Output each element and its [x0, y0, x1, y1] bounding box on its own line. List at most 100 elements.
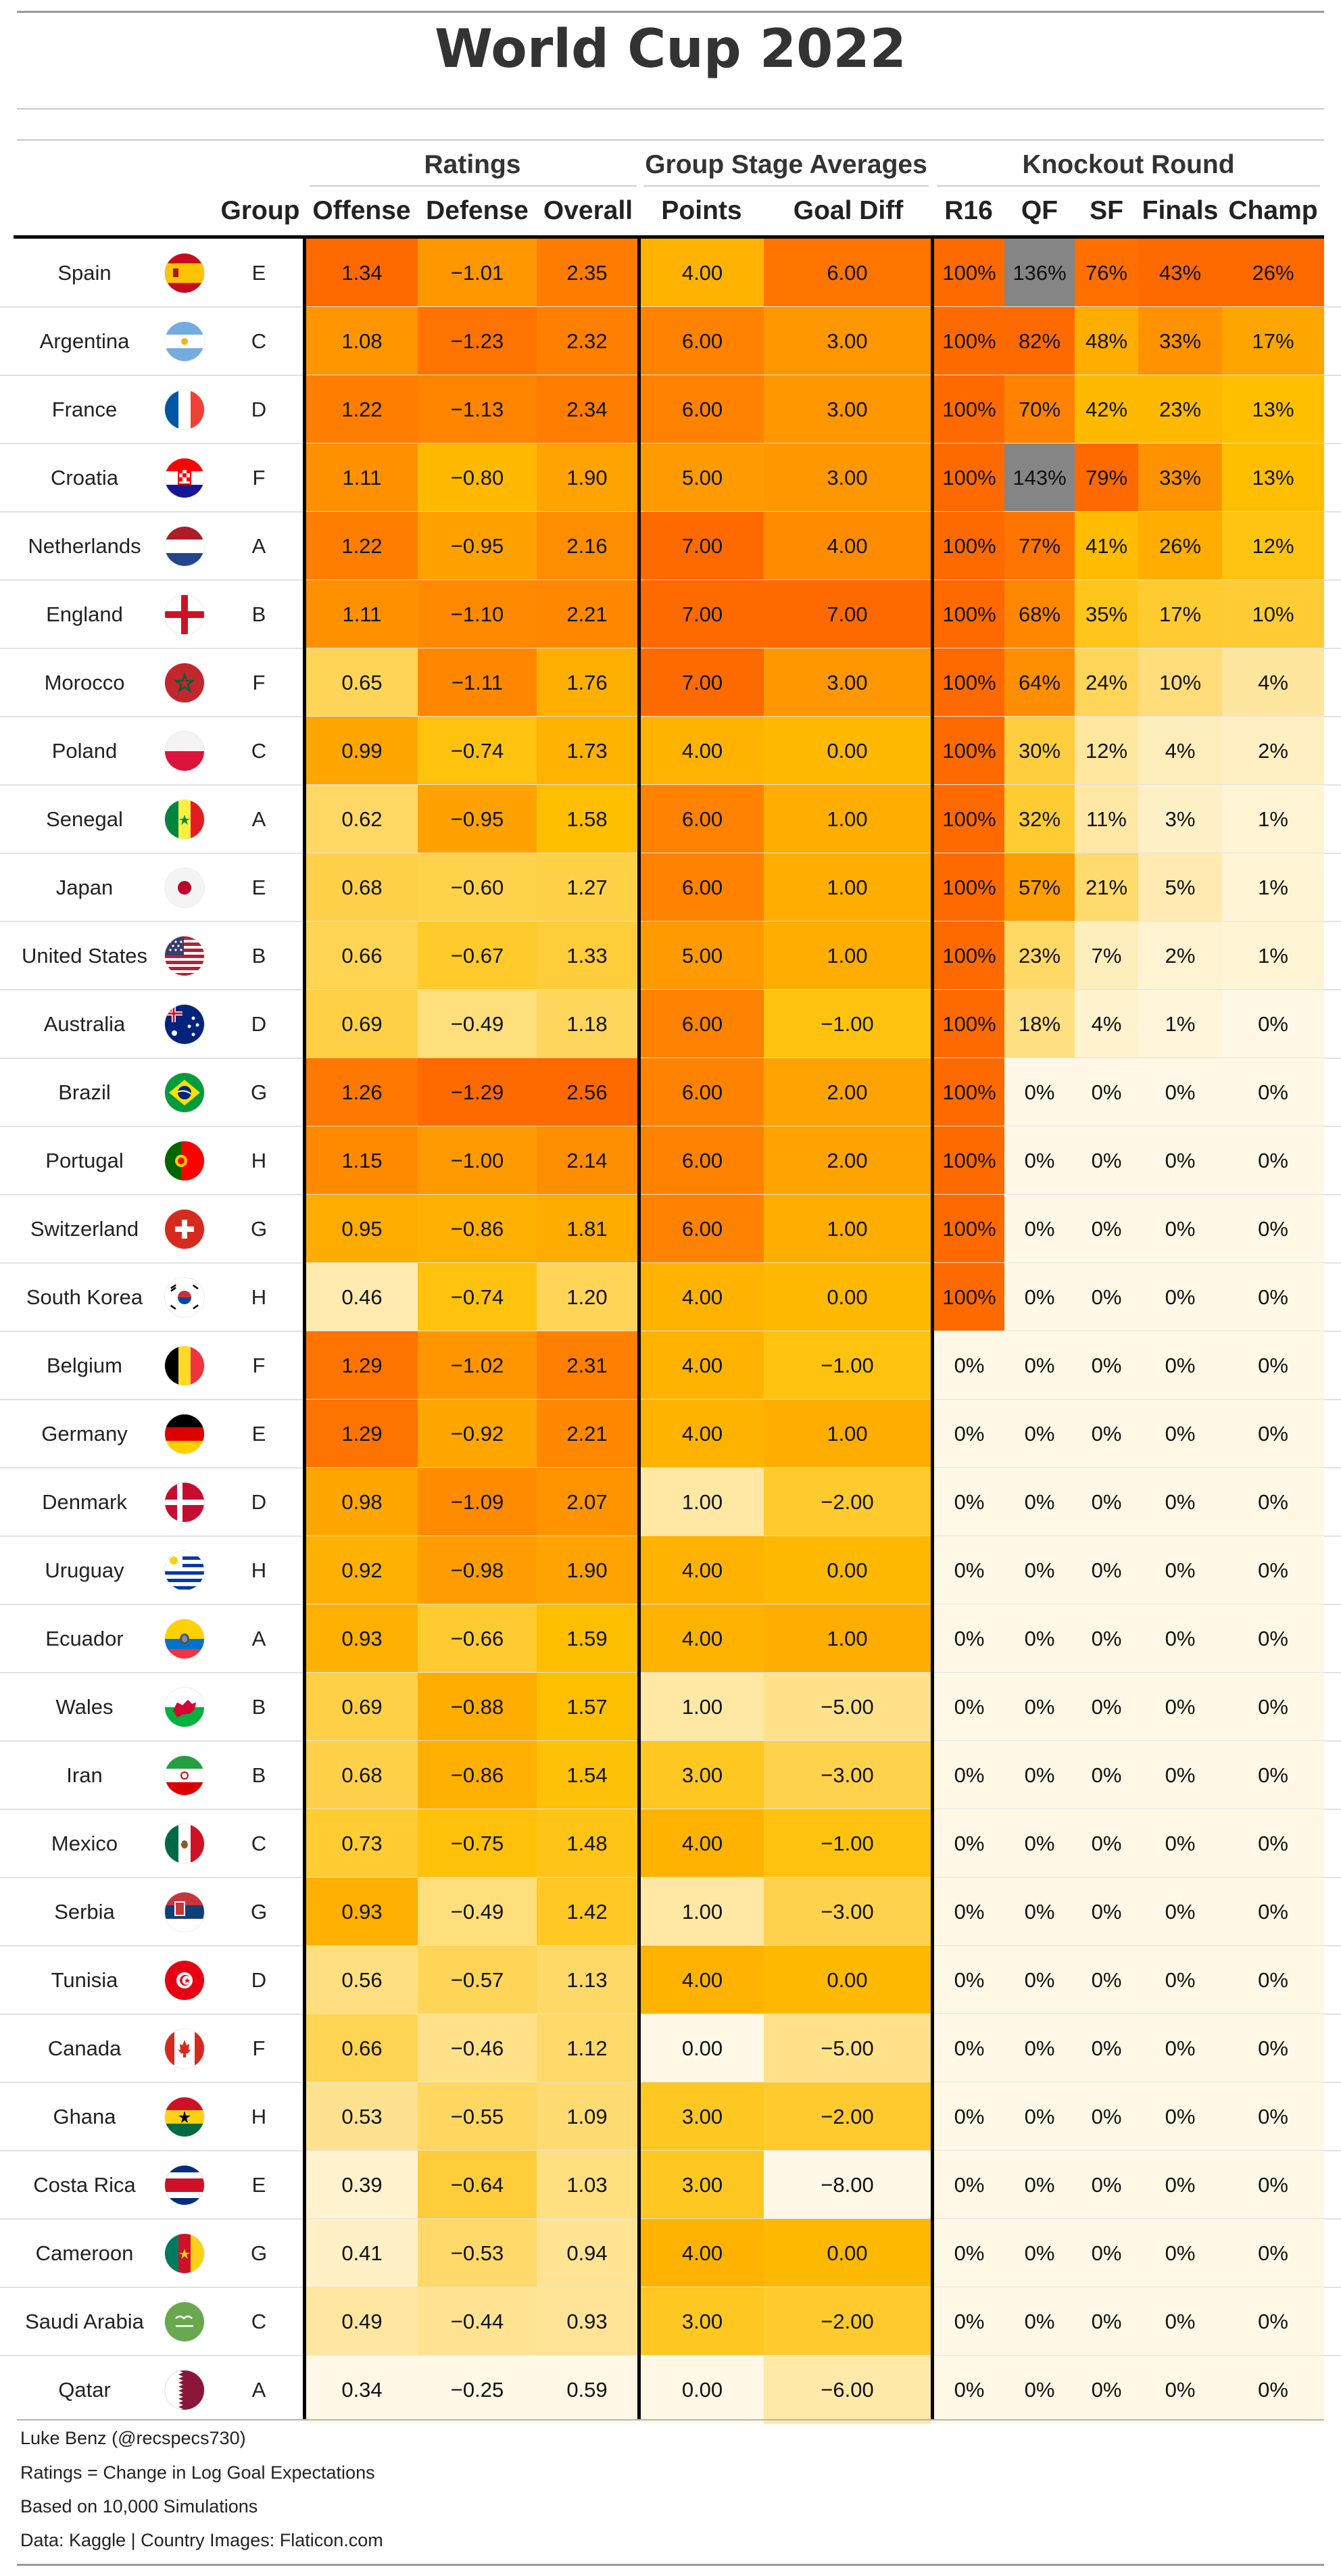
cell-r16: 100%	[934, 580, 1004, 648]
cell-defense: −1.02	[418, 1331, 537, 1400]
croatia-flag-icon	[165, 458, 204, 498]
cell-finals: 33%	[1138, 307, 1222, 375]
team-name: South Korea	[26, 1285, 143, 1309]
cell-defense: −0.80	[418, 444, 537, 512]
cell-defense: −0.44	[418, 2287, 537, 2356]
cell-defense: −0.95	[418, 512, 537, 580]
spain-flag-icon	[165, 253, 204, 293]
cell-qf: 0%	[1004, 1536, 1075, 1604]
saudi-arabia-flag-icon	[165, 2301, 204, 2341]
cell-defense: −1.11	[418, 648, 537, 717]
cell-overall: 1.73	[537, 717, 637, 785]
footnote-ratings: Ratings = Change in Log Goal Expectation…	[20, 2462, 375, 2483]
cell-finals: 4%	[1138, 717, 1222, 785]
team-name: Canada	[47, 2036, 122, 2060]
cell-defense: −0.55	[418, 2082, 537, 2151]
cell-r16: 0%	[934, 1809, 1004, 1878]
group-letter: B	[251, 602, 266, 626]
cell-finals: 0%	[1138, 2151, 1222, 2219]
team-name: Mexico	[51, 1831, 118, 1855]
cell-finals: 0%	[1138, 1809, 1222, 1878]
cell-offense: 1.15	[306, 1126, 418, 1195]
cell-r16: 0%	[934, 1468, 1004, 1536]
cell-offense: 0.65	[306, 648, 418, 717]
cell-offense: 0.98	[306, 1468, 418, 1536]
group-letter: F	[252, 670, 266, 694]
team-name: Ecuador	[45, 1626, 124, 1650]
cell-points: 4.00	[641, 1263, 764, 1331]
cell-sf: 0%	[1075, 2151, 1138, 2219]
cell-overall: 2.07	[537, 1468, 637, 1536]
cell-points: 5.00	[641, 444, 764, 512]
cell-overall: 1.90	[537, 444, 637, 512]
cell-r16: 100%	[934, 853, 1004, 922]
cell-offense: 0.69	[306, 1673, 418, 1741]
cell-qf: 136%	[1004, 239, 1075, 307]
cell-goal-diff: 3.00	[764, 648, 931, 717]
cell-qf: 82%	[1004, 307, 1075, 375]
group-letter: B	[251, 1694, 266, 1719]
cell-qf: 0%	[1004, 1400, 1075, 1468]
cell-sf: 0%	[1075, 1673, 1138, 1741]
cell-champ: 0%	[1222, 1604, 1324, 1673]
cameroon-flag-icon	[165, 2233, 204, 2273]
cell-champ: 0%	[1222, 2014, 1324, 2082]
group-letter: A	[251, 1626, 266, 1650]
cell-champ: 0%	[1222, 1195, 1324, 1263]
cell-overall: 2.35	[537, 239, 637, 307]
cell-finals: 0%	[1138, 1126, 1222, 1195]
team-name: Poland	[51, 738, 118, 763]
senegal-flag-icon	[165, 799, 204, 839]
cell-offense: 1.08	[306, 307, 418, 375]
cell-defense: −0.53	[418, 2219, 537, 2287]
cell-qf: 0%	[1004, 2219, 1075, 2287]
col-header-overall: Overall	[543, 196, 633, 225]
table-row: Ghana H 0.53 −0.55 1.09 3.00 −2.00 0% 0% 0% 0% 0%	[0, 2082, 1341, 2151]
group-letter: G	[250, 1080, 268, 1104]
cell-sf: 11%	[1075, 785, 1138, 853]
cell-offense: 0.95	[306, 1195, 418, 1263]
cell-sf: 0%	[1075, 2356, 1138, 2424]
cell-points: 7.00	[641, 648, 764, 717]
cell-champ: 0%	[1222, 1263, 1324, 1331]
table-row: Saudi Arabia C 0.49 −0.44 0.93 3.00 −2.00 0% 0% 0…	[0, 2287, 1341, 2356]
cell-champ: 26%	[1222, 239, 1324, 307]
spanner-group-stage-rule	[643, 185, 929, 187]
col-header-sf: SF	[1090, 196, 1123, 225]
belgium-flag-icon	[165, 1345, 204, 1385]
cell-goal-diff: 2.00	[764, 1126, 931, 1195]
cell-qf: 0%	[1004, 1946, 1075, 2014]
cell-r16: 0%	[934, 1878, 1004, 1946]
cell-sf: 48%	[1075, 307, 1138, 375]
south-korea-flag-icon	[165, 1277, 204, 1317]
cell-finals: 17%	[1138, 580, 1222, 648]
cell-goal-diff: −3.00	[764, 1741, 931, 1809]
cell-defense: −0.75	[418, 1809, 537, 1878]
cell-champ: 12%	[1222, 512, 1324, 580]
cell-goal-diff: 1.00	[764, 853, 931, 922]
cell-goal-diff: 0.00	[764, 717, 931, 785]
cell-offense: 0.68	[306, 853, 418, 922]
cell-r16: 100%	[934, 785, 1004, 853]
cell-points: 4.00	[641, 1604, 764, 1673]
cell-defense: −0.49	[418, 990, 537, 1058]
cell-points: 4.00	[641, 1809, 764, 1878]
cell-defense: −0.57	[418, 1946, 537, 2014]
cell-r16: 100%	[934, 1263, 1004, 1331]
cell-sf: 41%	[1075, 512, 1138, 580]
cell-champ: 0%	[1222, 1126, 1324, 1195]
table-row: Brazil G 1.26 −1.29 2.56 6.00 2.00 100% 0% 0% 0% 0%	[0, 1058, 1341, 1126]
cell-overall: 2.56	[537, 1058, 637, 1126]
group-letter: A	[251, 807, 266, 831]
cell-finals: 0%	[1138, 1400, 1222, 1468]
cell-finals: 33%	[1138, 444, 1222, 512]
cell-goal-diff: −1.00	[764, 1809, 931, 1878]
cell-goal-diff: −1.00	[764, 990, 931, 1058]
brazil-flag-icon	[165, 1072, 204, 1112]
cell-points: 6.00	[641, 990, 764, 1058]
cell-qf: 0%	[1004, 1126, 1075, 1195]
cell-points: 6.00	[641, 1058, 764, 1126]
group-letter: B	[251, 1763, 266, 1787]
col-header-group: Group	[220, 196, 300, 225]
cell-defense: −1.13	[418, 375, 537, 444]
